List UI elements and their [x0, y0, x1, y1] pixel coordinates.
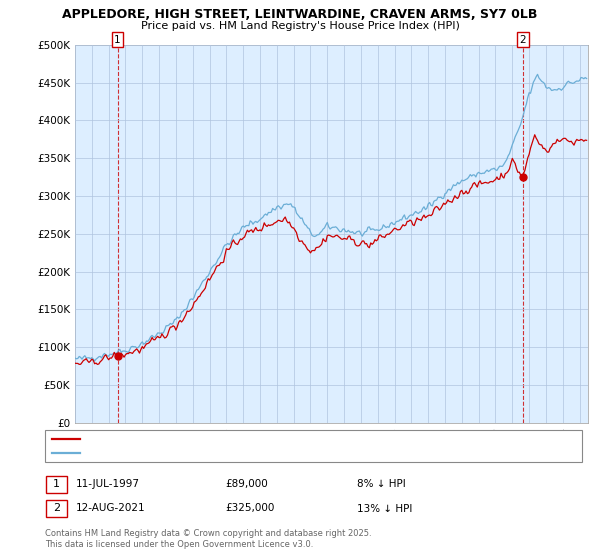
Text: 1: 1	[53, 479, 60, 489]
Text: APPLEDORE, HIGH STREET, LEINTWARDINE, CRAVEN ARMS, SY7 0LB (detached house): APPLEDORE, HIGH STREET, LEINTWARDINE, CR…	[84, 434, 492, 443]
Text: 2: 2	[520, 35, 526, 45]
Text: HPI: Average price, detached house, Herefordshire: HPI: Average price, detached house, Here…	[84, 449, 325, 458]
Text: APPLEDORE, HIGH STREET, LEINTWARDINE, CRAVEN ARMS, SY7 0LB: APPLEDORE, HIGH STREET, LEINTWARDINE, CR…	[62, 8, 538, 21]
Text: 11-JUL-1997: 11-JUL-1997	[76, 479, 140, 489]
Text: £325,000: £325,000	[225, 503, 274, 514]
Text: 2: 2	[53, 503, 60, 514]
Text: 8% ↓ HPI: 8% ↓ HPI	[357, 479, 406, 489]
Text: 13% ↓ HPI: 13% ↓ HPI	[357, 503, 412, 514]
Text: £89,000: £89,000	[225, 479, 268, 489]
Text: Price paid vs. HM Land Registry's House Price Index (HPI): Price paid vs. HM Land Registry's House …	[140, 21, 460, 31]
Text: Contains HM Land Registry data © Crown copyright and database right 2025.: Contains HM Land Registry data © Crown c…	[45, 529, 371, 538]
Text: 1: 1	[114, 35, 121, 45]
Text: This data is licensed under the Open Government Licence v3.0.: This data is licensed under the Open Gov…	[45, 540, 313, 549]
Text: 12-AUG-2021: 12-AUG-2021	[76, 503, 146, 514]
